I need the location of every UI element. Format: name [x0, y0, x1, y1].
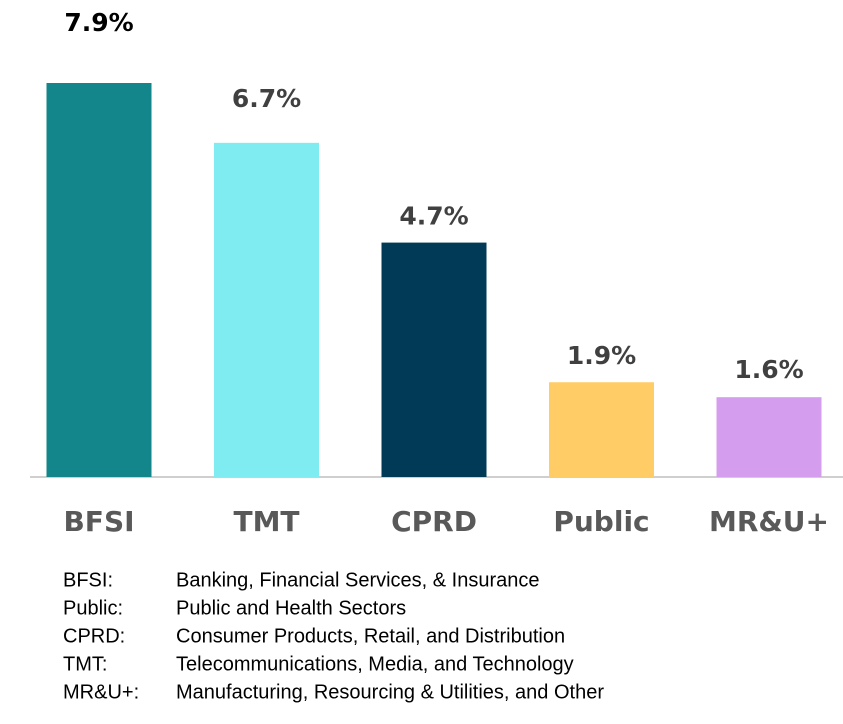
- note-text: Public and Health Sectors: [176, 597, 406, 619]
- x-tick-label: CPRD: [391, 505, 477, 538]
- note-text: Telecommunications, Media, and Technolog…: [176, 653, 574, 675]
- note-abbr: BFSI:: [63, 569, 113, 591]
- note-text: Consumer Products, Retail, and Distribut…: [176, 625, 565, 647]
- x-tick-label: TMT: [233, 505, 299, 538]
- note-abbr: MR&U+:: [63, 681, 139, 703]
- note-abbr: Public:: [63, 597, 123, 619]
- x-tick-label: Public: [553, 505, 649, 538]
- note-abbr: TMT:: [63, 653, 107, 675]
- data-label: 7.9%: [64, 8, 133, 37]
- x-tick-label: BFSI: [63, 505, 134, 538]
- note-text: Banking, Financial Services, & Insurance: [176, 569, 540, 591]
- data-label: 1.6%: [734, 355, 803, 384]
- x-tick-label: MR&U+: [709, 505, 829, 538]
- data-label: 6.7%: [232, 84, 301, 113]
- bar: [214, 142, 319, 478]
- bar: [549, 382, 654, 477]
- bar: [381, 242, 487, 477]
- note-abbr: CPRD:: [63, 625, 125, 647]
- bar: [46, 83, 152, 477]
- bar: [716, 397, 822, 477]
- data-label: 1.9%: [567, 341, 636, 370]
- data-label: 4.7%: [399, 202, 468, 231]
- note-text: Manufacturing, Resourcing & Utilities, a…: [176, 681, 604, 703]
